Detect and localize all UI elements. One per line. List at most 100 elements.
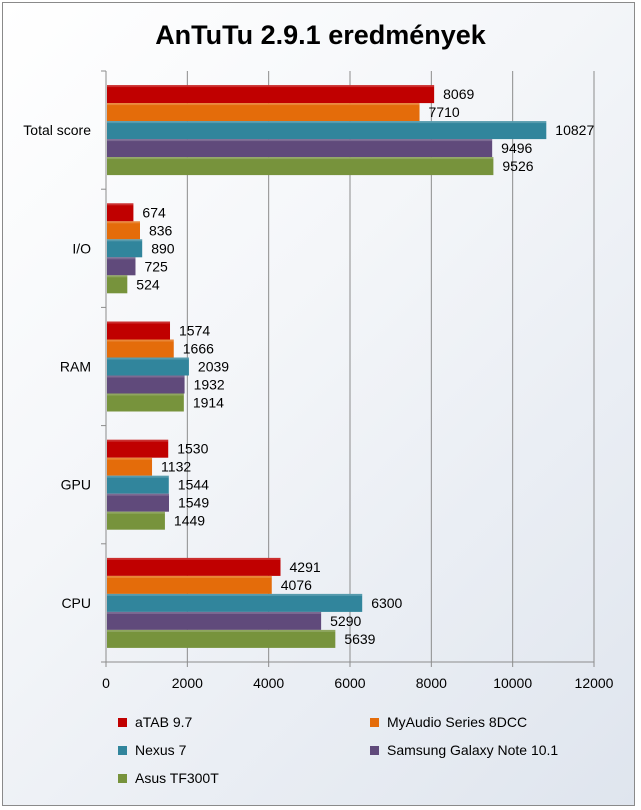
data-label: 8069 xyxy=(443,86,474,102)
data-label: 890 xyxy=(151,240,175,256)
category-label: GPU xyxy=(61,477,91,493)
legend-swatch xyxy=(118,745,127,755)
data-label: 4291 xyxy=(290,559,321,575)
legend-item: aTAB 9.7 xyxy=(118,714,192,730)
bar xyxy=(107,203,134,222)
bar xyxy=(107,139,493,158)
x-tick-label: 2000 xyxy=(172,675,203,691)
x-tick-label: 6000 xyxy=(334,675,365,691)
data-label: 9526 xyxy=(502,158,533,174)
bar-highlight xyxy=(107,393,184,396)
bar-highlight xyxy=(107,511,165,514)
bar xyxy=(107,275,128,294)
data-label: 7710 xyxy=(429,104,460,120)
legend-swatch xyxy=(118,717,127,727)
data-label: 5639 xyxy=(344,631,375,647)
bar-highlight xyxy=(107,257,136,260)
bar-highlight xyxy=(107,611,322,614)
data-label: 6300 xyxy=(371,595,402,611)
x-tick-label: 12000 xyxy=(575,675,614,691)
axes: 0 2000 4000 6000 8000 10000 12000 Total score I/… xyxy=(23,70,614,691)
data-label: 836 xyxy=(149,222,173,238)
bar-highlight xyxy=(107,103,420,106)
bar-highlight xyxy=(107,239,143,242)
bar-highlight xyxy=(107,357,189,360)
bar-highlight xyxy=(107,139,493,142)
bar xyxy=(107,103,420,122)
bar xyxy=(107,593,363,612)
data-label: 524 xyxy=(136,276,160,292)
bar xyxy=(107,439,169,458)
data-labels: 8069 7710 10827 9496 9526 674 836 890 725 524 1574… xyxy=(136,86,594,647)
category-label: Total score xyxy=(23,122,91,138)
legend-item: Asus TF300T xyxy=(118,770,219,786)
bar-highlight xyxy=(107,575,272,578)
legend-item: Nexus 7 xyxy=(118,742,186,758)
legend-swatch xyxy=(118,773,127,783)
legend-label: Nexus 7 xyxy=(135,742,187,758)
bar-highlight xyxy=(107,375,185,378)
x-tick-label: 0 xyxy=(102,675,110,691)
bar xyxy=(107,85,435,104)
data-label: 1666 xyxy=(183,341,214,357)
bar xyxy=(107,239,143,258)
bar xyxy=(107,393,184,412)
bar xyxy=(107,157,494,176)
bar-highlight xyxy=(107,475,169,478)
legend-swatch xyxy=(370,745,379,755)
bar-highlight xyxy=(107,593,363,596)
bar-highlight xyxy=(107,339,174,342)
category-label: RAM xyxy=(60,359,91,375)
bar-highlight xyxy=(107,203,134,206)
bar xyxy=(107,357,189,376)
bar xyxy=(107,475,169,494)
category-label: CPU xyxy=(61,595,91,611)
data-label: 5290 xyxy=(330,613,361,629)
legend-label: Samsung Galaxy Note 10.1 xyxy=(387,742,559,758)
bar-highlight xyxy=(107,157,494,160)
legend-label: MyAudio Series 8DCC xyxy=(387,714,528,730)
bar xyxy=(107,321,171,340)
x-tick-label: 4000 xyxy=(253,675,284,691)
data-label: 725 xyxy=(144,258,168,274)
bar-highlight xyxy=(107,85,435,88)
data-label: 1932 xyxy=(194,377,225,393)
bar-highlight xyxy=(107,275,128,278)
bar xyxy=(107,557,281,576)
bar xyxy=(107,575,272,594)
x-tick-label: 10000 xyxy=(493,675,532,691)
data-label: 674 xyxy=(142,204,166,220)
data-label: 1132 xyxy=(161,459,191,475)
bar xyxy=(107,511,165,530)
data-label: 1544 xyxy=(178,477,209,493)
legend-label: aTAB 9.7 xyxy=(135,714,193,730)
data-label: 10827 xyxy=(555,122,594,138)
data-label: 2039 xyxy=(198,359,229,375)
data-label: 4076 xyxy=(281,577,312,593)
data-label: 1574 xyxy=(179,323,210,339)
bars xyxy=(107,85,547,648)
bar xyxy=(107,611,322,630)
legend-item: Samsung Galaxy Note 10.1 xyxy=(370,742,558,758)
data-label: 1914 xyxy=(193,395,224,411)
data-label: 1549 xyxy=(178,495,209,511)
bar-highlight xyxy=(107,321,171,324)
bar-highlight xyxy=(107,439,169,442)
category-label: I/O xyxy=(72,240,91,256)
bar xyxy=(107,257,136,276)
bar xyxy=(107,221,140,240)
bar-highlight xyxy=(107,221,140,224)
legend-item: MyAudio Series 8DCC xyxy=(370,714,527,730)
bar-highlight xyxy=(107,493,169,496)
bar xyxy=(107,121,547,140)
data-label: 1449 xyxy=(174,513,205,529)
bar-highlight xyxy=(107,457,153,460)
chart-title: AnTuTu 2.9.1 eredmények xyxy=(155,20,486,50)
bar xyxy=(107,629,336,648)
legend-label: Asus TF300T xyxy=(135,770,219,786)
x-tick-label: 8000 xyxy=(416,675,447,691)
bar xyxy=(107,457,153,476)
bar xyxy=(107,493,169,512)
bar xyxy=(107,375,185,394)
